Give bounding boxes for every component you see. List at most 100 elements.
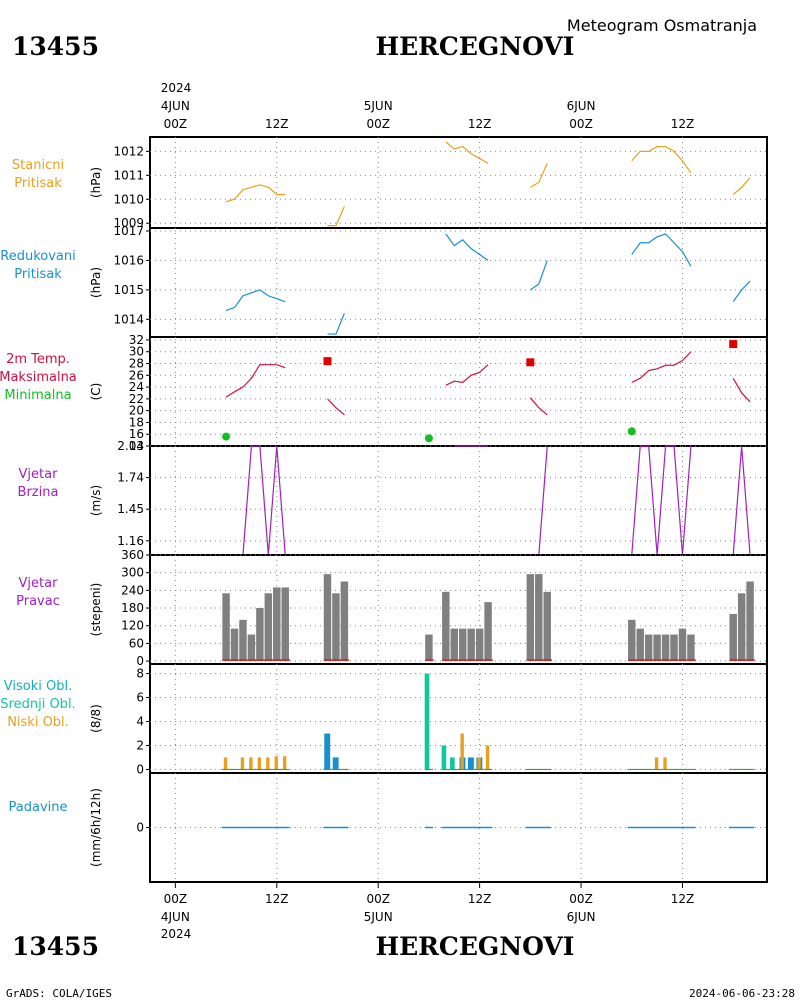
panel-frame-p (149, 136, 768, 229)
ytick-label-p: 1009 (113, 216, 144, 230)
wind-direction-bar (636, 628, 644, 662)
ytick-label-wd: 60 (129, 636, 144, 650)
unit-label-pp: (mm/6h/12h) (89, 788, 103, 867)
series-line-p (530, 163, 548, 188)
ytick-label-pp: 0 (136, 821, 144, 835)
low-cloud-bar (485, 745, 490, 770)
high-cloud-bar (324, 733, 331, 770)
panel-label-cl: Srednji Obl. (0, 697, 75, 712)
unit-label-t: (C) (89, 383, 103, 401)
panel-label-ws: Brzina (18, 485, 59, 500)
ytick-label-t: 24 (129, 380, 144, 394)
low-cloud-bar (223, 757, 228, 770)
series-line-ws (226, 445, 286, 556)
wind-direction-bar (323, 574, 332, 662)
ytick-label-t: 20 (129, 404, 144, 418)
low-cloud-bar (257, 757, 262, 770)
bottom-date-label: 5JUN (364, 910, 393, 924)
wind-direction-bar (340, 581, 349, 662)
series-line-p (225, 184, 286, 203)
middle-cloud-bar (450, 757, 455, 770)
low-cloud-bar (654, 757, 659, 770)
top-hour-label: 00Z (164, 117, 188, 131)
wind-direction-bar (661, 634, 670, 662)
max-temp-marker (729, 340, 738, 349)
top-hour-label: 00Z (366, 117, 390, 131)
wind-direction-bar (239, 619, 247, 662)
low-cloud-bar (249, 757, 253, 770)
series-line-t (225, 364, 286, 398)
ytick-label-cl: 0 (136, 762, 144, 776)
series-line-ws (530, 445, 548, 556)
ytick-label-t: 16 (129, 427, 144, 441)
ytick-label-t: 22 (129, 392, 144, 406)
ytick-label-wd: 300 (121, 566, 144, 580)
wind-direction-bar (450, 628, 458, 662)
top-hour-label: 12Z (671, 117, 695, 131)
max-temp-marker (526, 358, 535, 367)
station-id-top: 13455 (12, 32, 99, 61)
unit-label-p: (hPa) (89, 167, 103, 198)
top-hour-label: 12Z (265, 117, 289, 131)
wind-direction-bar (670, 634, 678, 662)
bottom-hour-label: 12Z (265, 892, 289, 906)
ytick-label-t: 32 (129, 333, 144, 347)
footer-timestamp: 2024-06-06-23:28 (689, 987, 795, 1000)
series-line-p (445, 141, 489, 164)
wind-direction-bar (442, 591, 450, 662)
ytick-label-p: 1011 (113, 168, 144, 182)
ytick-label-t: 28 (129, 357, 144, 371)
product-title: Meteogram Osmatranja (567, 16, 757, 35)
ytick-label-cl: 2 (136, 738, 144, 752)
top-hour-label: 00Z (569, 117, 593, 131)
bottom-hour-label: 12Z (468, 892, 492, 906)
series-line-ws (631, 445, 692, 556)
panel-label-cl: Niski Obl. (7, 715, 69, 730)
ytick-label-ws: 1.16 (117, 534, 144, 548)
low-cloud-bar (240, 757, 245, 770)
series-line-p (732, 177, 751, 195)
wind-direction-bar (746, 581, 754, 662)
panel-label-pr: Redukovani (0, 249, 75, 264)
ytick-label-ws: 2.03 (117, 439, 144, 453)
bottom-hour-label: 12Z (671, 892, 695, 906)
wind-direction-bar (653, 634, 661, 662)
ytick-label-wd: 0 (136, 654, 144, 668)
series-line-ws (732, 445, 751, 556)
ytick-label-ws: 1.45 (117, 502, 144, 516)
wind-direction-bar (535, 574, 543, 662)
station-id-bottom: 13455 (12, 932, 99, 961)
series-line-pr (327, 313, 345, 335)
middle-cloud-bar (441, 745, 447, 770)
bottom-hour-label: 00Z (366, 892, 390, 906)
ytick-label-p: 1012 (113, 144, 144, 158)
ytick-label-pr: 1017 (113, 224, 144, 238)
ytick-label-wd: 120 (121, 619, 144, 633)
ytick-label-t: 30 (129, 345, 144, 359)
series-line-t (732, 377, 751, 403)
middle-cloud-bar (424, 673, 430, 770)
ytick-label-ws: 1.74 (117, 471, 144, 485)
ytick-label-t: 26 (129, 368, 144, 382)
high-cloud-bar (467, 757, 474, 770)
bottom-date-label: 4JUN (161, 910, 190, 924)
wind-direction-bar (459, 628, 467, 662)
series-line-p (327, 206, 345, 227)
ytick-label-pr: 1014 (113, 312, 144, 326)
wind-direction-bar (230, 628, 239, 662)
wind-direction-bar (526, 574, 535, 662)
unit-label-pr: (hPa) (89, 267, 103, 298)
footer-software: GrADS: COLA/IGES (6, 987, 112, 1000)
bottom-year-label: 2024 (161, 927, 192, 941)
wind-direction-bar (273, 587, 281, 662)
low-cloud-bar (477, 757, 481, 770)
top-hour-label: 12Z (468, 117, 492, 131)
wind-direction-bar (425, 634, 433, 662)
ytick-label-pr: 1015 (113, 283, 144, 297)
station-name-bottom: HERCEGNOVI (375, 932, 574, 961)
station-name-top: HERCEGNOVI (375, 32, 574, 61)
series-line-pr (732, 280, 751, 302)
panel-label-pp: Padavine (9, 800, 68, 815)
high-cloud-bar (332, 757, 339, 770)
top-date-label: 6JUN (567, 99, 596, 113)
